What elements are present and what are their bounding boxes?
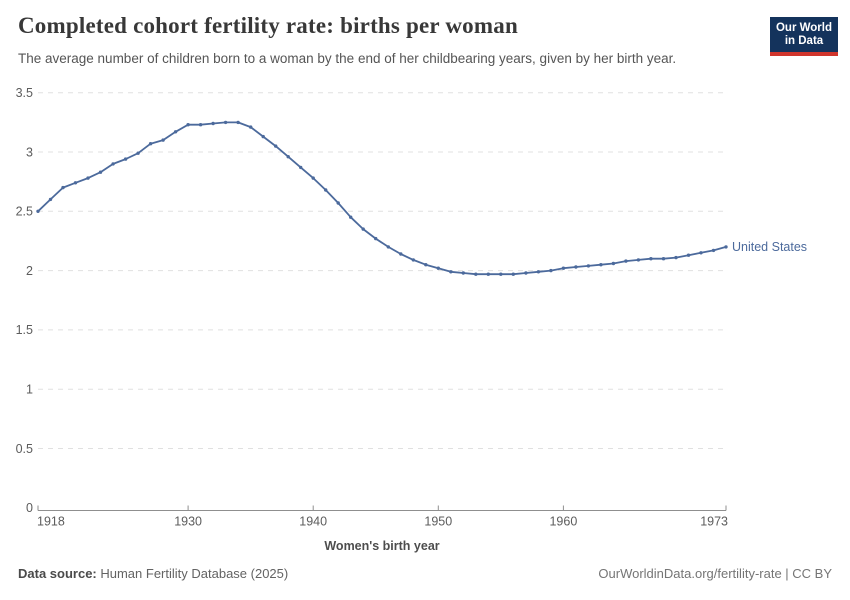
data-point[interactable] [536,270,541,274]
data-point[interactable] [249,125,253,129]
chart-title: Completed cohort fertility rate: births … [18,13,518,38]
y-tick-label: 2 [26,264,33,278]
y-tick-label: 1.5 [16,323,33,337]
x-axis-title: Women's birth year [324,539,439,553]
data-point[interactable] [586,264,591,268]
data-point[interactable] [148,142,153,146]
data-point[interactable] [424,263,428,267]
data-point[interactable] [136,151,140,155]
y-tick-label: 0.5 [16,442,33,456]
x-tick-label: 1918 [37,515,65,529]
data-point[interactable] [499,272,503,276]
y-tick-label: 2.5 [16,205,33,219]
data-point[interactable] [399,252,403,256]
chart-footer: Data source: Human Fertility Database (2… [18,566,832,581]
owid-logo[interactable]: Our World in Data [770,17,838,56]
data-point[interactable] [98,170,103,174]
data-point[interactable] [186,123,190,127]
data-point[interactable] [324,188,328,192]
data-point[interactable] [274,144,278,148]
data-point[interactable] [386,245,390,249]
data-point[interactable] [336,201,340,205]
data-point[interactable] [211,121,215,126]
x-tick-label: 1973 [700,515,728,529]
x-tick-label: 1950 [424,515,452,529]
data-source: Data source: Human Fertility Database (2… [18,566,288,581]
data-point[interactable] [286,155,290,159]
data-point[interactable] [236,120,240,125]
data-point[interactable] [411,258,415,262]
data-point[interactable] [198,123,203,127]
data-point[interactable] [624,259,628,263]
data-point[interactable] [661,257,666,261]
owid-logo-line1: Our World [775,21,832,34]
data-point[interactable] [161,138,165,142]
data-point[interactable] [674,255,678,260]
data-point[interactable] [299,165,303,170]
data-point[interactable] [711,248,716,253]
data-point[interactable] [374,236,378,241]
y-tick-label: 3.5 [16,86,33,100]
data-point[interactable] [48,197,53,202]
x-tick-label: 1940 [299,515,327,529]
data-point[interactable] [511,272,515,276]
y-tick-label: 3 [26,145,33,159]
data-point[interactable] [349,215,353,219]
data-point[interactable] [699,251,703,255]
data-point[interactable] [474,272,478,276]
fertility-line-chart: 0 0.5 1 1.5 2 2.5 3 3.5 1918 1930 1940 1950 1960 1973… [16,86,807,553]
data-point[interactable] [361,227,365,231]
data-point[interactable] [61,185,65,190]
data-point[interactable] [599,263,603,267]
data-point[interactable] [73,181,78,185]
data-point[interactable] [611,261,616,266]
x-tick-label: 1960 [549,515,577,529]
series-line[interactable] [37,121,727,276]
data-point[interactable] [449,270,453,274]
data-point[interactable] [574,265,578,269]
y-tick-label: 1 [26,383,33,397]
data-point[interactable] [261,134,265,139]
data-point[interactable] [223,120,228,125]
data-point[interactable] [486,272,490,276]
data-point[interactable] [36,209,40,213]
data-point[interactable] [561,266,566,270]
data-point[interactable] [173,130,178,134]
data-point[interactable] [86,176,90,180]
data-point[interactable] [436,266,440,270]
data-point[interactable] [724,245,728,249]
data-source-label: Data source: [18,566,97,581]
x-tick-label: 1930 [174,515,202,529]
data-point[interactable] [311,176,315,180]
credit-link[interactable]: OurWorldinData.org/fertility-rate | CC B… [598,566,832,581]
data-source-value: Human Fertility Database (2025) [96,566,289,581]
data-point[interactable] [524,271,528,275]
data-point[interactable] [123,157,128,161]
data-point[interactable] [111,162,115,166]
data-point[interactable] [649,257,653,261]
y-tick-label: 0 [26,501,33,515]
series-label[interactable]: United States [732,240,807,254]
data-point[interactable] [686,253,691,257]
data-point[interactable] [636,258,641,262]
owid-logo-line2: in Data [784,34,824,47]
data-point[interactable] [549,268,553,273]
chart-subtitle: The average number of children born to a… [18,51,677,66]
data-point[interactable] [461,271,465,275]
